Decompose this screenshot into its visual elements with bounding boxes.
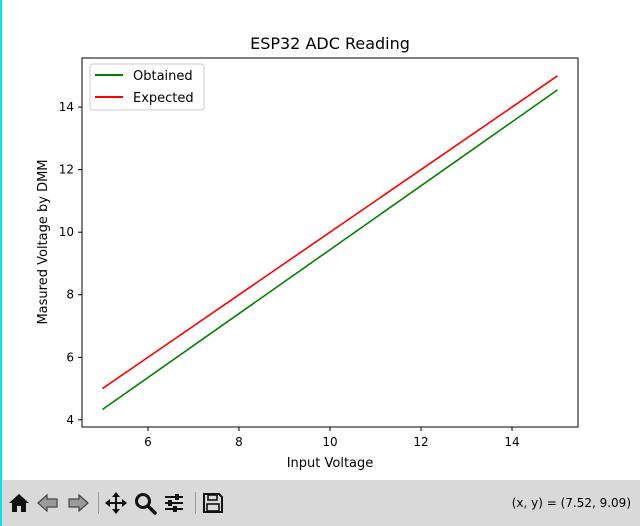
- x-tick-label: 12: [413, 435, 428, 449]
- series-line-obtained: [102, 89, 558, 411]
- y-tick-label: 14: [59, 100, 74, 114]
- x-tick-label: 6: [144, 435, 152, 449]
- axes-frame: [81, 57, 579, 428]
- save-button[interactable]: [199, 489, 227, 517]
- y-tick-label: 12: [59, 163, 74, 177]
- window-edge: [0, 0, 2, 526]
- y-axis-label: Masured Voltage by DMM: [36, 159, 51, 324]
- move-icon: [105, 492, 127, 514]
- sliders-icon: [165, 494, 183, 512]
- x-tick-label: 8: [235, 435, 243, 449]
- navigation-toolbar: (x, y) = (7.52, 9.09): [2, 480, 640, 526]
- x-axis-label: Input Voltage: [287, 456, 374, 471]
- y-tick-label: 8: [66, 288, 74, 302]
- x-tick-label: 10: [322, 435, 337, 449]
- axis-ticks: 6 8 10 12 14 4 6 8 10 12 14: [59, 100, 520, 449]
- floppy-disk-icon: [203, 493, 223, 513]
- pan-button[interactable]: [102, 489, 130, 517]
- legend-label-obtained: Obtained: [133, 69, 193, 84]
- toolbar-separator: [98, 492, 99, 514]
- y-tick-label: 10: [59, 225, 74, 239]
- zoom-button[interactable]: [131, 489, 159, 517]
- home-button[interactable]: [5, 489, 33, 517]
- series-line-expected: [102, 75, 558, 390]
- home-icon: [9, 494, 29, 512]
- y-tick-label: 6: [66, 350, 74, 364]
- back-button[interactable]: [34, 489, 62, 517]
- arrow-left-icon: [37, 493, 58, 513]
- line-chart: ESP32 ADC Reading 6 8 10 12 14 4 6 8 10 12 14 Inpu…: [36, 34, 579, 471]
- forward-button[interactable]: [64, 489, 92, 517]
- legend-label-expected: Expected: [133, 91, 194, 106]
- cursor-coordinates: (x, y) = (7.52, 9.09): [511, 496, 631, 510]
- chart-title: ESP32 ADC Reading: [250, 34, 410, 53]
- legend: Obtained Expected: [89, 63, 205, 111]
- arrow-right-icon: [68, 493, 89, 513]
- x-tick-label: 14: [504, 435, 519, 449]
- configure-subplots-button[interactable]: [160, 489, 188, 517]
- magnifier-icon: [135, 493, 157, 515]
- y-tick-label: 4: [66, 413, 74, 427]
- toolbar-separator: [195, 492, 196, 514]
- series-lines: [102, 75, 558, 411]
- figure-canvas[interactable]: ESP32 ADC Reading 6 8 10 12 14 4 6 8 10 12 14 Inpu…: [2, 0, 640, 480]
